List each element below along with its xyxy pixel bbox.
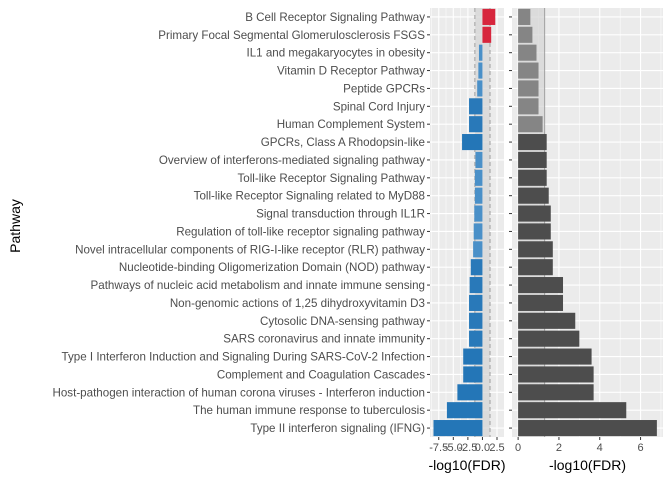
pathway-label: Novel intracellular components of RIG-I-…	[75, 243, 425, 256]
bar	[469, 98, 483, 115]
pathway-label: Peptide GPCRs	[343, 82, 425, 95]
bar	[518, 277, 564, 294]
pathway-label: Pathways of nucleic acid metabolism and …	[91, 279, 425, 292]
bar	[475, 151, 483, 168]
pathway-label: Host-pathogen interaction of human coron…	[52, 386, 425, 399]
bar	[518, 294, 564, 311]
bar	[474, 169, 483, 186]
bar	[478, 62, 483, 79]
bar	[518, 80, 539, 97]
bar	[518, 134, 547, 151]
bar	[446, 402, 483, 419]
pathway-label: Vitamin D Receptor Pathway	[277, 65, 425, 78]
bar	[469, 294, 483, 311]
bar	[463, 348, 483, 365]
y-axis-title: Pathway	[7, 199, 23, 253]
bar	[518, 98, 539, 115]
x-tick-label: -7.5	[429, 442, 448, 454]
pathway-label: The human immune response to tuberculosi…	[193, 404, 425, 417]
bar	[518, 151, 547, 168]
bar	[518, 8, 531, 25]
pathway-label: Human Complement System	[277, 118, 425, 131]
bar	[518, 26, 533, 43]
bar	[518, 348, 592, 365]
bar	[478, 44, 483, 61]
bar	[433, 420, 483, 437]
bar	[518, 259, 553, 276]
pathway-labels: B Cell Receptor Signaling Pathway Primary…	[52, 11, 425, 435]
x-tick-label: -2.5	[458, 442, 477, 454]
bar	[469, 116, 483, 133]
bar	[518, 312, 576, 329]
pathway-label: Primary Focal Segmental Glomeruloscleros…	[158, 29, 425, 42]
panel-direction: -7.5-5.0-2.50.0 2.5 -log10(FDR)	[427, 8, 506, 473]
x-tick-label: -5.0	[444, 442, 463, 454]
pathway-label: Overview of interferons-mediated signali…	[159, 154, 425, 167]
x-axis-title: -log10(FDR)	[549, 457, 626, 473]
bar	[473, 223, 483, 240]
bar	[518, 330, 580, 347]
panel-background	[430, 8, 504, 437]
bar	[518, 62, 539, 79]
bar	[518, 116, 543, 133]
bar	[474, 205, 483, 222]
bar	[518, 420, 657, 437]
pathway-label: IL1 and megakaryocytes in obesity	[246, 47, 425, 60]
bar	[469, 312, 483, 329]
pathway-label: SARS coronavirus and innate immunity	[223, 333, 425, 346]
pathway-label: Toll-like Receptor Signaling Pathway	[237, 172, 425, 185]
bar	[469, 277, 483, 294]
bar	[518, 44, 537, 61]
bar	[518, 241, 553, 258]
x-tick-label: 2	[556, 442, 562, 454]
significance-band	[518, 8, 545, 437]
pathway-label: GPCRs, Class A Rhodopsin-like	[261, 136, 425, 149]
pathway-label: Complement and Coagulation Cascades	[217, 368, 425, 381]
bar	[518, 223, 551, 240]
pathway-label: Signal transduction through IL1R	[256, 208, 425, 221]
bar	[518, 169, 547, 186]
significance-band	[474, 8, 491, 437]
x-tick-label: 0.0	[475, 442, 490, 454]
pathway-label: Type II interferon signaling (IFNG)	[250, 422, 425, 435]
bar	[518, 384, 594, 401]
pathway-label: Cytosolic DNA-sensing pathway	[260, 315, 425, 328]
bar	[469, 330, 483, 347]
bar	[463, 366, 483, 383]
bar	[474, 187, 483, 204]
bar	[477, 80, 483, 97]
bar	[518, 402, 627, 419]
bar	[518, 366, 594, 383]
pathway-label: Spinal Cord Injury	[333, 100, 425, 113]
bar	[518, 205, 551, 222]
pathway-label: Toll-like Receptor Signaling related to …	[194, 190, 425, 203]
bar	[518, 187, 549, 204]
x-tick-label: 4	[597, 442, 603, 454]
bar	[473, 241, 483, 258]
bar	[457, 384, 483, 401]
x-axis-title: -log10(FDR)	[428, 457, 505, 473]
pathway-label: Type I Interferon Induction and Signalin…	[62, 351, 425, 364]
pathway-label: Nucleotide-binding Oligomerization Domai…	[119, 261, 425, 274]
panel-magnitude: 0 2 4 6 -log10(FDR)	[509, 8, 663, 473]
bar	[482, 8, 496, 25]
bar	[482, 26, 492, 43]
x-tick-label: 2.5	[489, 442, 504, 454]
bar	[462, 134, 483, 151]
bar	[470, 259, 483, 276]
x-tick-label: 6	[637, 442, 643, 454]
x-tick-label: 0	[515, 442, 521, 454]
pathway-label: B Cell Receptor Signaling Pathway	[245, 11, 425, 24]
pathway-label: Non-genomic actions of 1,25 dihydroxyvit…	[170, 297, 425, 310]
pathway-label: Regulation of toll-like receptor signali…	[176, 225, 425, 238]
